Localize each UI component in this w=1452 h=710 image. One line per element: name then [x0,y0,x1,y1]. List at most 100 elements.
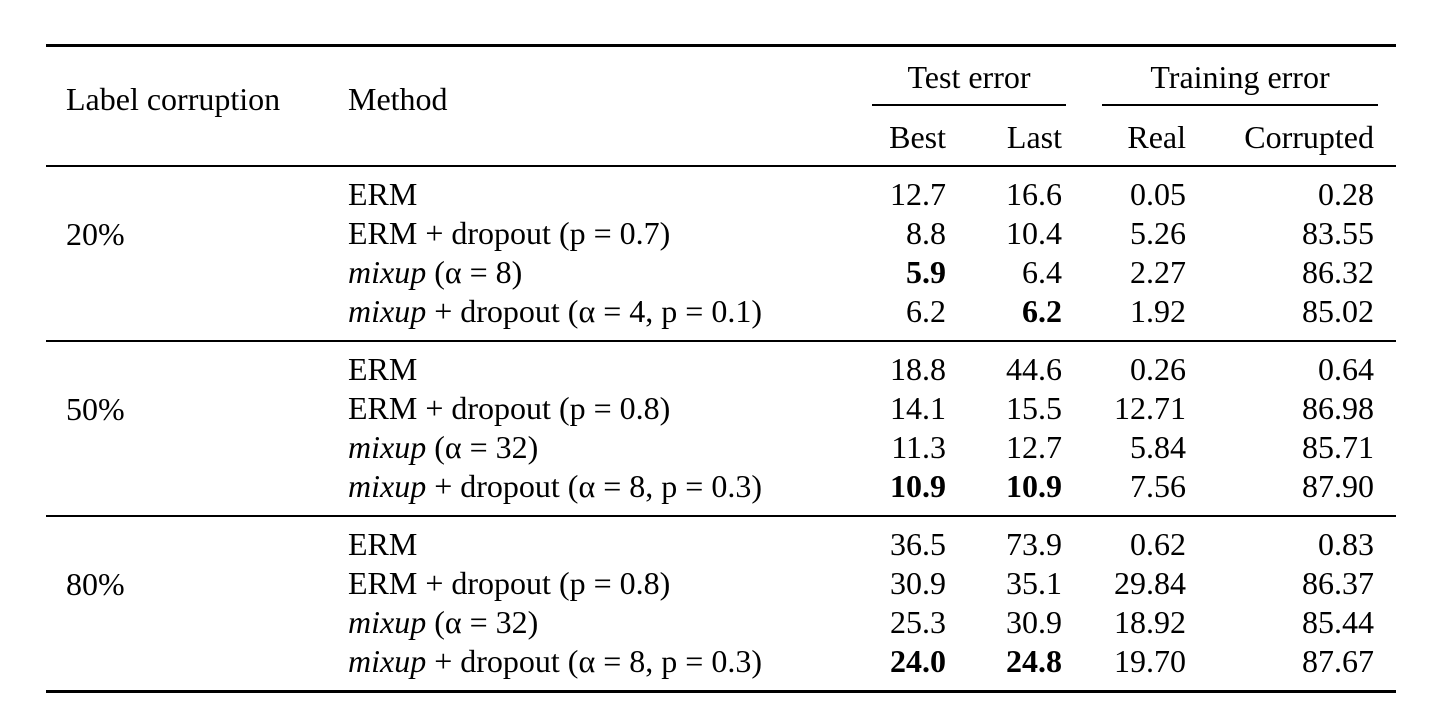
real-value: 29.84 [1114,565,1186,601]
corrupted-value: 87.90 [1302,468,1374,504]
corrupted-value: 85.71 [1302,429,1374,465]
best-value: 6.2 [906,293,946,329]
label-corruption-value: 20% [66,216,125,252]
table-body: 20% ERM 12.7 16.6 0.05 0.28 ERM + dropout (p =… [46,167,1396,690]
method-cell: mixup + dropout (α = 8, p = 0.3) [348,467,762,506]
real-value: 5.84 [1130,429,1186,465]
corrupted-value: 0.64 [1318,351,1374,387]
method-cell: ERM + dropout (p = 0.7) [348,214,670,253]
last-value: 24.8 [1006,643,1062,679]
corruption-group: 80% ERM 36.5 73.9 0.62 0.83 ERM + dropout (p =… [46,517,1396,690]
group-rule [46,340,1396,342]
last-value: 10.9 [1006,468,1062,504]
table-row: ERM 36.5 73.9 0.62 0.83 [46,525,1396,564]
table-row: ERM + dropout (p = 0.7) 8.8 10.4 5.26 83.55 [46,214,1396,253]
real-value: 0.26 [1130,351,1186,387]
corrupted-value: 86.37 [1302,565,1374,601]
real-value: 19.70 [1114,643,1186,679]
table-row: mixup (α = 8) 5.9 6.4 2.27 86.32 [46,253,1396,292]
bottom-rule [46,690,1396,693]
method-cell: ERM + dropout (p = 0.8) [348,389,670,428]
method-name-italic: mixup [348,254,427,290]
method-name: ERM + dropout (p = 0.8) [348,390,671,426]
table-header: Label corruption Method Test error Train… [46,47,1396,165]
label-corruption-value: 80% [66,566,125,602]
corruption-group: 20% ERM 12.7 16.6 0.05 0.28 ERM + dropout (p =… [46,167,1396,340]
test-error-cmidrule [872,104,1066,106]
results-table: Label corruption Method Test error Train… [46,44,1396,693]
corrupted-value: 85.02 [1302,293,1374,329]
method-name-italic: mixup [348,643,427,679]
real-value: 1.92 [1130,293,1186,329]
method-name-italic: mixup [348,293,427,329]
corrupted-value: 86.98 [1302,390,1374,426]
header-last: Last [1006,119,1062,155]
best-value: 18.8 [890,351,946,387]
real-value: 0.62 [1130,526,1186,562]
real-value: 18.92 [1114,604,1186,640]
best-value: 14.1 [890,390,946,426]
method-cell: ERM [348,175,417,214]
label-corruption-value: 50% [66,391,125,427]
method-name: + dropout (α = 8, p = 0.3) [426,643,762,679]
corruption-group: 50% ERM 18.8 44.6 0.26 0.64 ERM + dropout (p =… [46,342,1396,515]
table-row: mixup + dropout (α = 8, p = 0.3) 10.9 10.9… [46,467,1396,506]
training-error-cmidrule [1102,104,1378,106]
best-value: 24.0 [890,643,946,679]
method-cell: ERM [348,525,417,564]
last-value: 35.1 [1006,565,1062,601]
table-row: mixup (α = 32) 25.3 30.9 18.92 85.44 [46,603,1396,642]
last-value: 44.6 [1006,351,1062,387]
real-value: 0.05 [1130,176,1186,212]
corrupted-value: 85.44 [1302,604,1374,640]
last-value: 15.5 [1006,390,1062,426]
best-value: 30.9 [890,565,946,601]
method-name: ERM + dropout (p = 0.7) [348,215,671,251]
best-value: 5.9 [906,254,946,290]
corrupted-value: 86.32 [1302,254,1374,290]
header-best: Best [889,119,946,155]
method-cell: mixup (α = 32) [348,428,538,467]
method-name: ERM [348,526,418,562]
header-test-error: Test error [907,59,1031,95]
last-value: 10.4 [1006,215,1062,251]
method-name-italic: mixup [348,429,427,465]
method-name-italic: mixup [348,468,427,504]
method-cell: mixup (α = 8) [348,253,522,292]
header-training-error: Training error [1150,59,1330,95]
last-value: 30.9 [1006,604,1062,640]
last-value: 12.7 [1006,429,1062,465]
best-value: 8.8 [906,215,946,251]
header-corrupted: Corrupted [1244,119,1374,155]
method-name: (α = 8) [426,254,523,290]
method-name-italic: mixup [348,604,427,640]
table-row: ERM 12.7 16.6 0.05 0.28 [46,175,1396,214]
table-row: mixup (α = 32) 11.3 12.7 5.84 85.71 [46,428,1396,467]
corrupted-value: 83.55 [1302,215,1374,251]
last-value: 6.2 [1022,293,1062,329]
method-name: (α = 32) [426,429,539,465]
real-value: 2.27 [1130,254,1186,290]
real-value: 12.71 [1114,390,1186,426]
table-row: mixup + dropout (α = 4, p = 0.1) 6.2 6.2 1.… [46,292,1396,331]
real-value: 7.56 [1130,468,1186,504]
best-value: 25.3 [890,604,946,640]
best-value: 11.3 [891,429,946,465]
best-value: 36.5 [890,526,946,562]
last-value: 16.6 [1006,176,1062,212]
method-name: (α = 32) [426,604,539,640]
header-rule [46,165,1396,167]
table-row: mixup + dropout (α = 8, p = 0.3) 24.0 24.8… [46,642,1396,681]
group-rule [46,515,1396,517]
method-name: ERM + dropout (p = 0.8) [348,565,671,601]
best-value: 10.9 [890,468,946,504]
table-row: ERM 18.8 44.6 0.26 0.64 [46,350,1396,389]
corrupted-value: 0.83 [1318,526,1374,562]
top-rule [46,44,1396,47]
method-name: + dropout (α = 8, p = 0.3) [426,468,762,504]
header-real: Real [1127,119,1186,155]
method-cell: mixup + dropout (α = 4, p = 0.1) [348,292,762,331]
method-cell: mixup + dropout (α = 8, p = 0.3) [348,642,762,681]
real-value: 5.26 [1130,215,1186,251]
header-label-corruption: Label corruption [66,81,281,117]
